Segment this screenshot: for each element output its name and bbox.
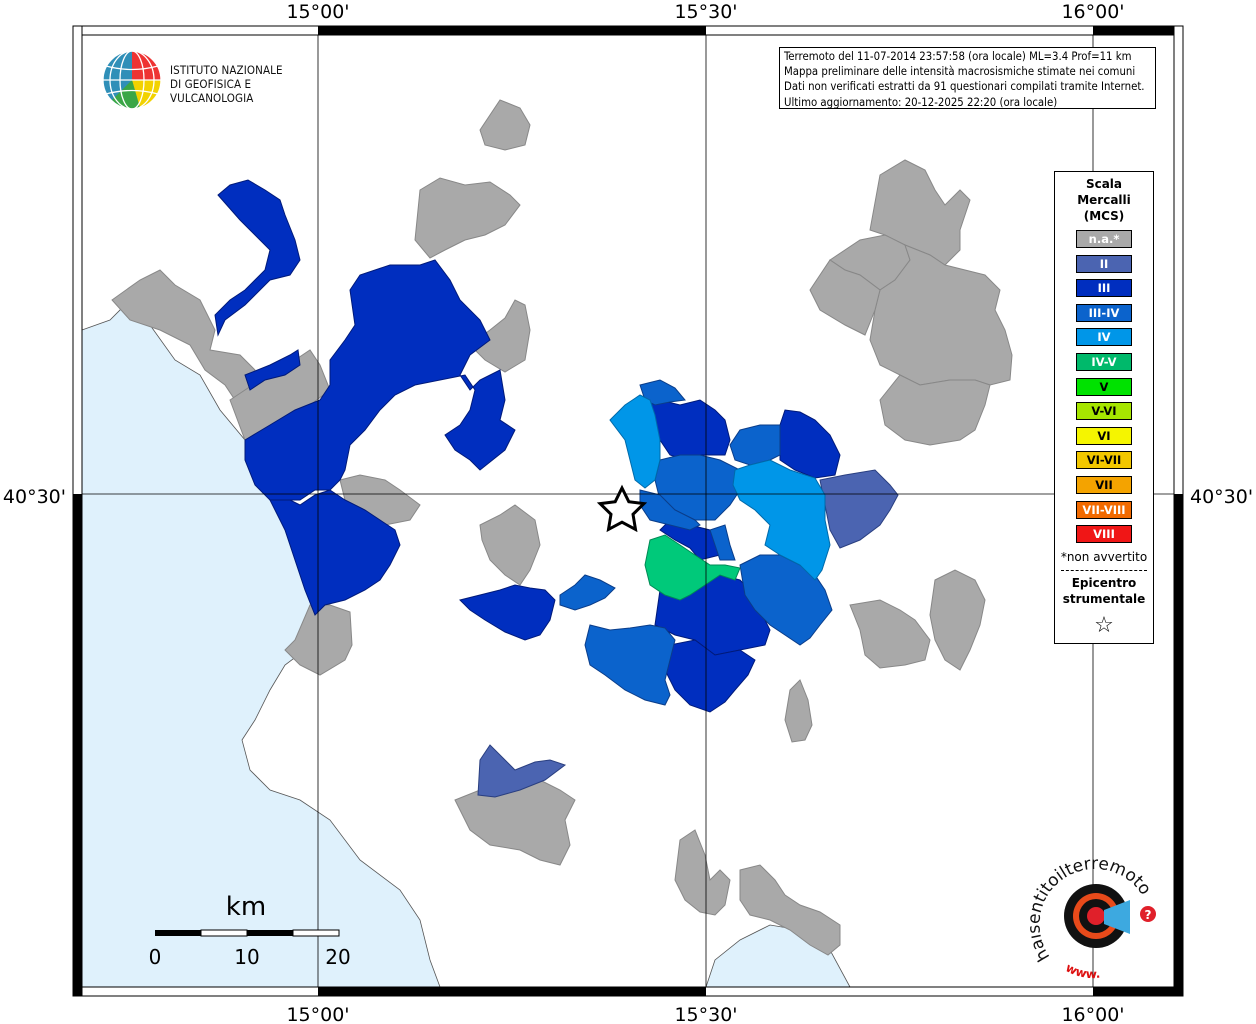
tick-top-1500: 15°00' bbox=[286, 1, 349, 23]
legend-swatch-ii: II bbox=[1076, 254, 1132, 273]
legend-epicenter-line1: Epicentro bbox=[1071, 575, 1137, 590]
event-info-line4: Ultimo aggiornamento: 20-12-2025 22:20 (… bbox=[784, 95, 1058, 109]
region-iv-v bbox=[644, 534, 741, 601]
frame-bars bbox=[72, 25, 1184, 997]
hst-logo: haisentitoilterremoto.it www. ? bbox=[1030, 852, 1156, 981]
legend-swatch-v-vi: V-VI bbox=[1076, 402, 1132, 421]
tick-bottom-1600: 16°00' bbox=[1061, 1004, 1124, 1024]
sea-west bbox=[81, 299, 441, 988]
institute-line2: DI GEOFISICA E VULCANOLOGIA bbox=[170, 77, 254, 105]
legend-swatch-v: V bbox=[1076, 377, 1132, 396]
event-info-box: Terremoto del 11-07-2014 23:57:58 (ora l… bbox=[779, 47, 1156, 109]
legend-title-line1: Scala bbox=[1085, 177, 1123, 191]
legend-title: Scala Mercalli (MCS) bbox=[1055, 176, 1153, 224]
institute-line1: ISTITUTO NAZIONALE bbox=[170, 63, 283, 77]
legend-swatch-vii-viii: VII-VIII bbox=[1076, 500, 1132, 519]
legend-epicenter: Epicentro strumentale bbox=[1055, 575, 1153, 607]
scale-unit: km bbox=[226, 892, 266, 922]
tick-right-4030: 40°30' bbox=[1190, 486, 1253, 508]
mcs-legend: Scala Mercalli (MCS) n.a.* II III III-IV IV I… bbox=[1054, 171, 1154, 644]
region-na bbox=[111, 99, 1013, 956]
legend-swatch-iii-iv: III-IV bbox=[1076, 303, 1132, 322]
scale-label-10: 10 bbox=[234, 945, 259, 969]
event-info-line2: Mappa preliminare delle intensità macros… bbox=[784, 65, 1136, 79]
legend-swatch-n-a: n.a.* bbox=[1076, 230, 1132, 248]
scale-label-0: 0 bbox=[149, 945, 162, 969]
event-info-line3: Dati non verificati estratti da 91 quest… bbox=[784, 80, 1145, 94]
scale-bar: km 0 10 20 bbox=[149, 892, 351, 969]
legend-swatch-iv-v: IV-V bbox=[1076, 352, 1132, 371]
tick-bottom-1530: 15°30' bbox=[674, 1004, 737, 1024]
legend-epicenter-line2: strumentale bbox=[1062, 591, 1146, 606]
tick-top-1530: 15°30' bbox=[674, 1, 737, 23]
legend-items: n.a.* II III III-IV IV IV-V V V-VI VI VI-VII VII VI… bbox=[1055, 230, 1153, 544]
legend-swatch-iv: IV bbox=[1076, 328, 1132, 347]
tick-bottom-1500: 15°00' bbox=[286, 1004, 349, 1024]
event-info-line1: Terremoto del 11-07-2014 23:57:58 (ora l… bbox=[784, 50, 1132, 63]
tick-top-1600: 16°00' bbox=[1061, 1, 1124, 23]
legend-title-line3: (MCS) bbox=[1083, 209, 1125, 223]
legend-swatch-vi: VI bbox=[1076, 426, 1132, 445]
region-ii bbox=[477, 469, 899, 798]
legend-swatch-iii: III bbox=[1076, 279, 1132, 298]
hst-www: www. bbox=[1063, 960, 1100, 981]
epicenter-star bbox=[596, 484, 648, 533]
legend-swatch-vii: VII bbox=[1076, 475, 1132, 494]
legend-swatch-viii: VIII bbox=[1076, 525, 1132, 544]
megaphone-icon bbox=[1104, 900, 1130, 934]
institute-name: ISTITUTO NAZIONALE DI GEOFISICA E VULCAN… bbox=[170, 63, 330, 105]
legend-star-icon: ☆ bbox=[1094, 612, 1114, 638]
legend-title-line2: Mercalli bbox=[1077, 193, 1131, 207]
scale-label-20: 20 bbox=[325, 945, 350, 969]
hst-badge-text: ? bbox=[1145, 908, 1152, 922]
legend-swatch-vi-vii: VI-VII bbox=[1076, 451, 1132, 470]
legend-note: *non avvertito bbox=[1060, 549, 1148, 564]
globe-icon bbox=[102, 50, 162, 110]
ingv-logo: ISTITUTO NAZIONALE DI GEOFISICA E VULCAN… bbox=[100, 46, 330, 112]
tick-left-4030: 40°30' bbox=[3, 486, 66, 508]
region-iv bbox=[609, 394, 831, 581]
legend-divider bbox=[1061, 569, 1147, 571]
hst-badge bbox=[1140, 906, 1156, 922]
